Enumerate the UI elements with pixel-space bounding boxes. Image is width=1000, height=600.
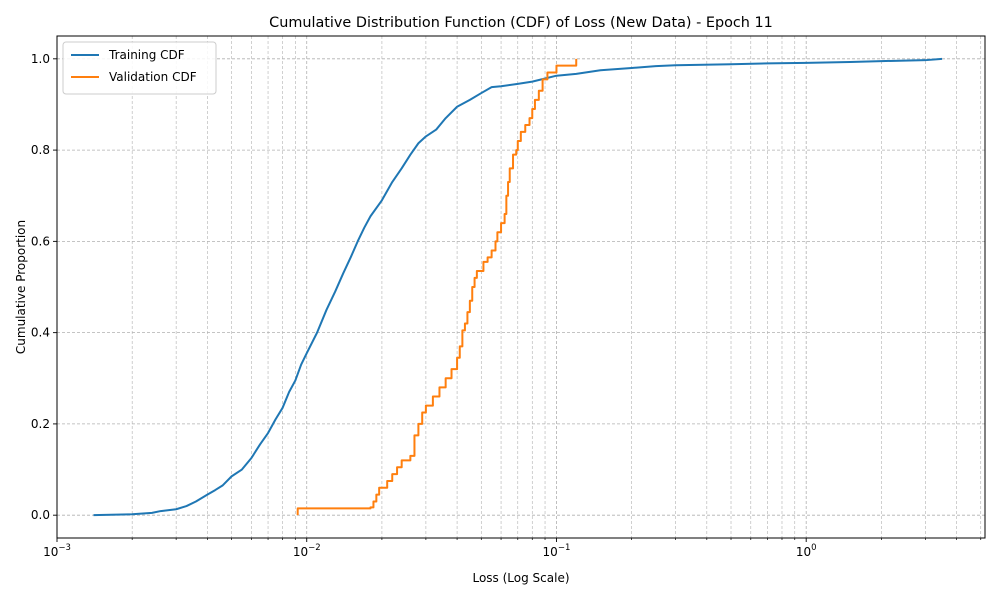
series-line-validation-cdf: [296, 58, 578, 516]
x-tick-label: 100: [796, 543, 817, 559]
axis-ticks: 10−3 10−2 10−1 100 0.0 0.2 0.4 0.6 0.8 1.0: [31, 52, 982, 559]
chart-title: Cumulative Distribution Function (CDF) o…: [269, 15, 773, 31]
plot-lines: [93, 57, 943, 517]
x-tick-label: 10−2: [293, 543, 321, 559]
legend-label: Training CDF: [108, 48, 185, 62]
y-tick-label: 1.0: [31, 52, 50, 66]
y-tick-label: 0.6: [31, 234, 50, 248]
y-tick-label: 0.2: [31, 417, 50, 431]
x-axis-label: Loss (Log Scale): [472, 571, 569, 585]
y-tick-label: 0.8: [31, 143, 50, 157]
legend-box: [62, 41, 217, 95]
y-axis-label: Cumulative Proportion: [14, 220, 28, 354]
grid-lines: [56, 36, 985, 538]
series-line-training-cdf: [93, 57, 943, 517]
y-tick-label: 0.0: [31, 508, 50, 522]
legend-label: Validation CDF: [109, 70, 197, 84]
axes-frame: [56, 35, 986, 539]
legend: Training CDF Validation CDF: [62, 41, 217, 95]
x-tick-label: 10−1: [543, 543, 571, 559]
y-tick-label: 0.4: [31, 326, 50, 340]
x-tick-label: 10−3: [43, 543, 71, 559]
